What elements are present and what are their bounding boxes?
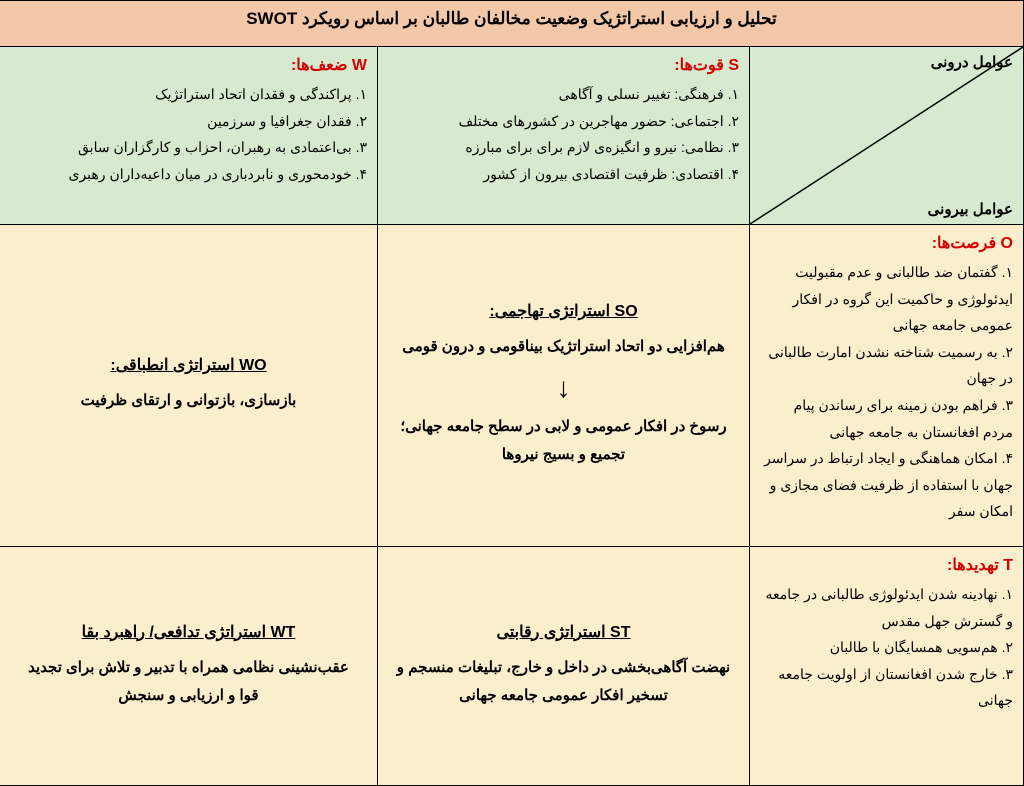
weaknesses-cell: W ضعف‌ها: ۱. پراکندگی و فقدان اتحاد استر… bbox=[0, 47, 378, 225]
list-item: ۱. گفتمان ضد طالبانی و عدم مقبولیت ایدئو… bbox=[760, 259, 1013, 339]
strengths-cell: S قوت‌ها: ۱. فرهنگی: تغییر نسلی و آگاهی۲… bbox=[378, 47, 750, 225]
wo-strategy-cell: WO استراتژی انطباقی: بازسازی، بازتوانی و… bbox=[0, 225, 378, 547]
so-body-1: هم‌افزایی دو اتحاد استراتژیک بیناقومی و … bbox=[396, 333, 731, 362]
threats-header: T تهدیدها: bbox=[760, 555, 1013, 575]
list-item: ۳. نظامی: نیرو و انگیزه‌ی لازم برای برای… bbox=[388, 134, 739, 161]
opportunities-list: ۱. گفتمان ضد طالبانی و عدم مقبولیت ایدئو… bbox=[760, 259, 1013, 525]
down-arrow-icon: ↓ bbox=[396, 368, 731, 407]
list-item: ۱. پراکندگی و فقدان اتحاد استراتژیک bbox=[10, 81, 367, 108]
strengths-header: S قوت‌ها: bbox=[388, 55, 739, 75]
strengths-list: ۱. فرهنگی: تغییر نسلی و آگاهی۲. اجتماعی:… bbox=[388, 81, 739, 187]
threats-cell: T تهدیدها: ۱. نهادینه شدن ایدئولوژی طالب… bbox=[750, 547, 1024, 786]
wo-body: بازسازی، بازتوانی و ارتقای ظرفیت bbox=[18, 387, 359, 416]
list-item: ۲. فقدان جغرافیا و سرزمین bbox=[10, 108, 367, 135]
list-item: ۱. نهادینه شدن ایدئولوژی طالبانی در جامع… bbox=[760, 581, 1013, 634]
list-item: ۴. خودمحوری و نابردباری در میان داعیه‌دا… bbox=[10, 161, 367, 188]
factor-axis-cell: عوامل درونی عوامل بیرونی bbox=[750, 47, 1024, 225]
external-factors-label: عوامل بیرونی bbox=[928, 200, 1013, 218]
list-item: ۴. امکان هماهنگی و ایجاد ارتباط در سراسر… bbox=[760, 445, 1013, 525]
st-title: ST استراتژی رقابتی bbox=[396, 622, 731, 642]
st-strategy-cell: ST استراتژی رقابتی نهضت آگاهی‌بخشی در دا… bbox=[378, 547, 750, 786]
wt-strategy-cell: WT استراتژی تدافعی/ راهبرد بقا عقب‌نشینی… bbox=[0, 547, 378, 786]
weaknesses-list: ۱. پراکندگی و فقدان اتحاد استراتژیک۲. فق… bbox=[10, 81, 367, 187]
swot-table: تحلیل و ارزیابی استراتژیک وضعیت مخالفان … bbox=[0, 0, 1024, 786]
wt-body: عقب‌نشینی نظامی همراه با تدبیر و تلاش بر… bbox=[18, 654, 359, 711]
weaknesses-header: W ضعف‌ها: bbox=[10, 55, 367, 75]
threats-list: ۱. نهادینه شدن ایدئولوژی طالبانی در جامع… bbox=[760, 581, 1013, 714]
list-item: ۲. به رسمیت شناخته نشدن امارت طالبانی در… bbox=[760, 339, 1013, 392]
st-body: نهضت آگاهی‌بخشی در داخل و خارج، تبلیغات … bbox=[396, 654, 731, 711]
list-item: ۲. اجتماعی: حضور مهاجرین در کشورهای مختل… bbox=[388, 108, 739, 135]
wt-title: WT استراتژی تدافعی/ راهبرد بقا bbox=[18, 622, 359, 642]
diagonal-line bbox=[750, 47, 1023, 224]
table-title: تحلیل و ارزیابی استراتژیک وضعیت مخالفان … bbox=[0, 1, 1024, 47]
list-item: ۴. اقتصادی: ظرفیت اقتصادی بیرون از کشور bbox=[388, 161, 739, 188]
so-body-2: رسوخ در افکار عمومی و لابی در سطح جامعه … bbox=[396, 413, 731, 470]
so-title: SO استراتژی تهاجمی: bbox=[396, 301, 731, 321]
list-item: ۳. بی‌اعتمادی به رهبران، احزاب و کارگزار… bbox=[10, 134, 367, 161]
list-item: ۳. فراهم بودن زمینه برای رساندن پیام مرد… bbox=[760, 392, 1013, 445]
opportunities-header: O فرصت‌ها: bbox=[760, 233, 1013, 253]
internal-factors-label: عوامل درونی bbox=[931, 53, 1013, 71]
list-item: ۱. فرهنگی: تغییر نسلی و آگاهی bbox=[388, 81, 739, 108]
wo-title: WO استراتژی انطباقی: bbox=[18, 355, 359, 375]
so-strategy-cell: SO استراتژی تهاجمی: هم‌افزایی دو اتحاد ا… bbox=[378, 225, 750, 547]
list-item: ۳. خارج شدن افغانستان از اولویت جامعه جه… bbox=[760, 661, 1013, 714]
list-item: ۲. هم‌سویی همسایگان با طالبان bbox=[760, 634, 1013, 661]
opportunities-cell: O فرصت‌ها: ۱. گفتمان ضد طالبانی و عدم مق… bbox=[750, 225, 1024, 547]
